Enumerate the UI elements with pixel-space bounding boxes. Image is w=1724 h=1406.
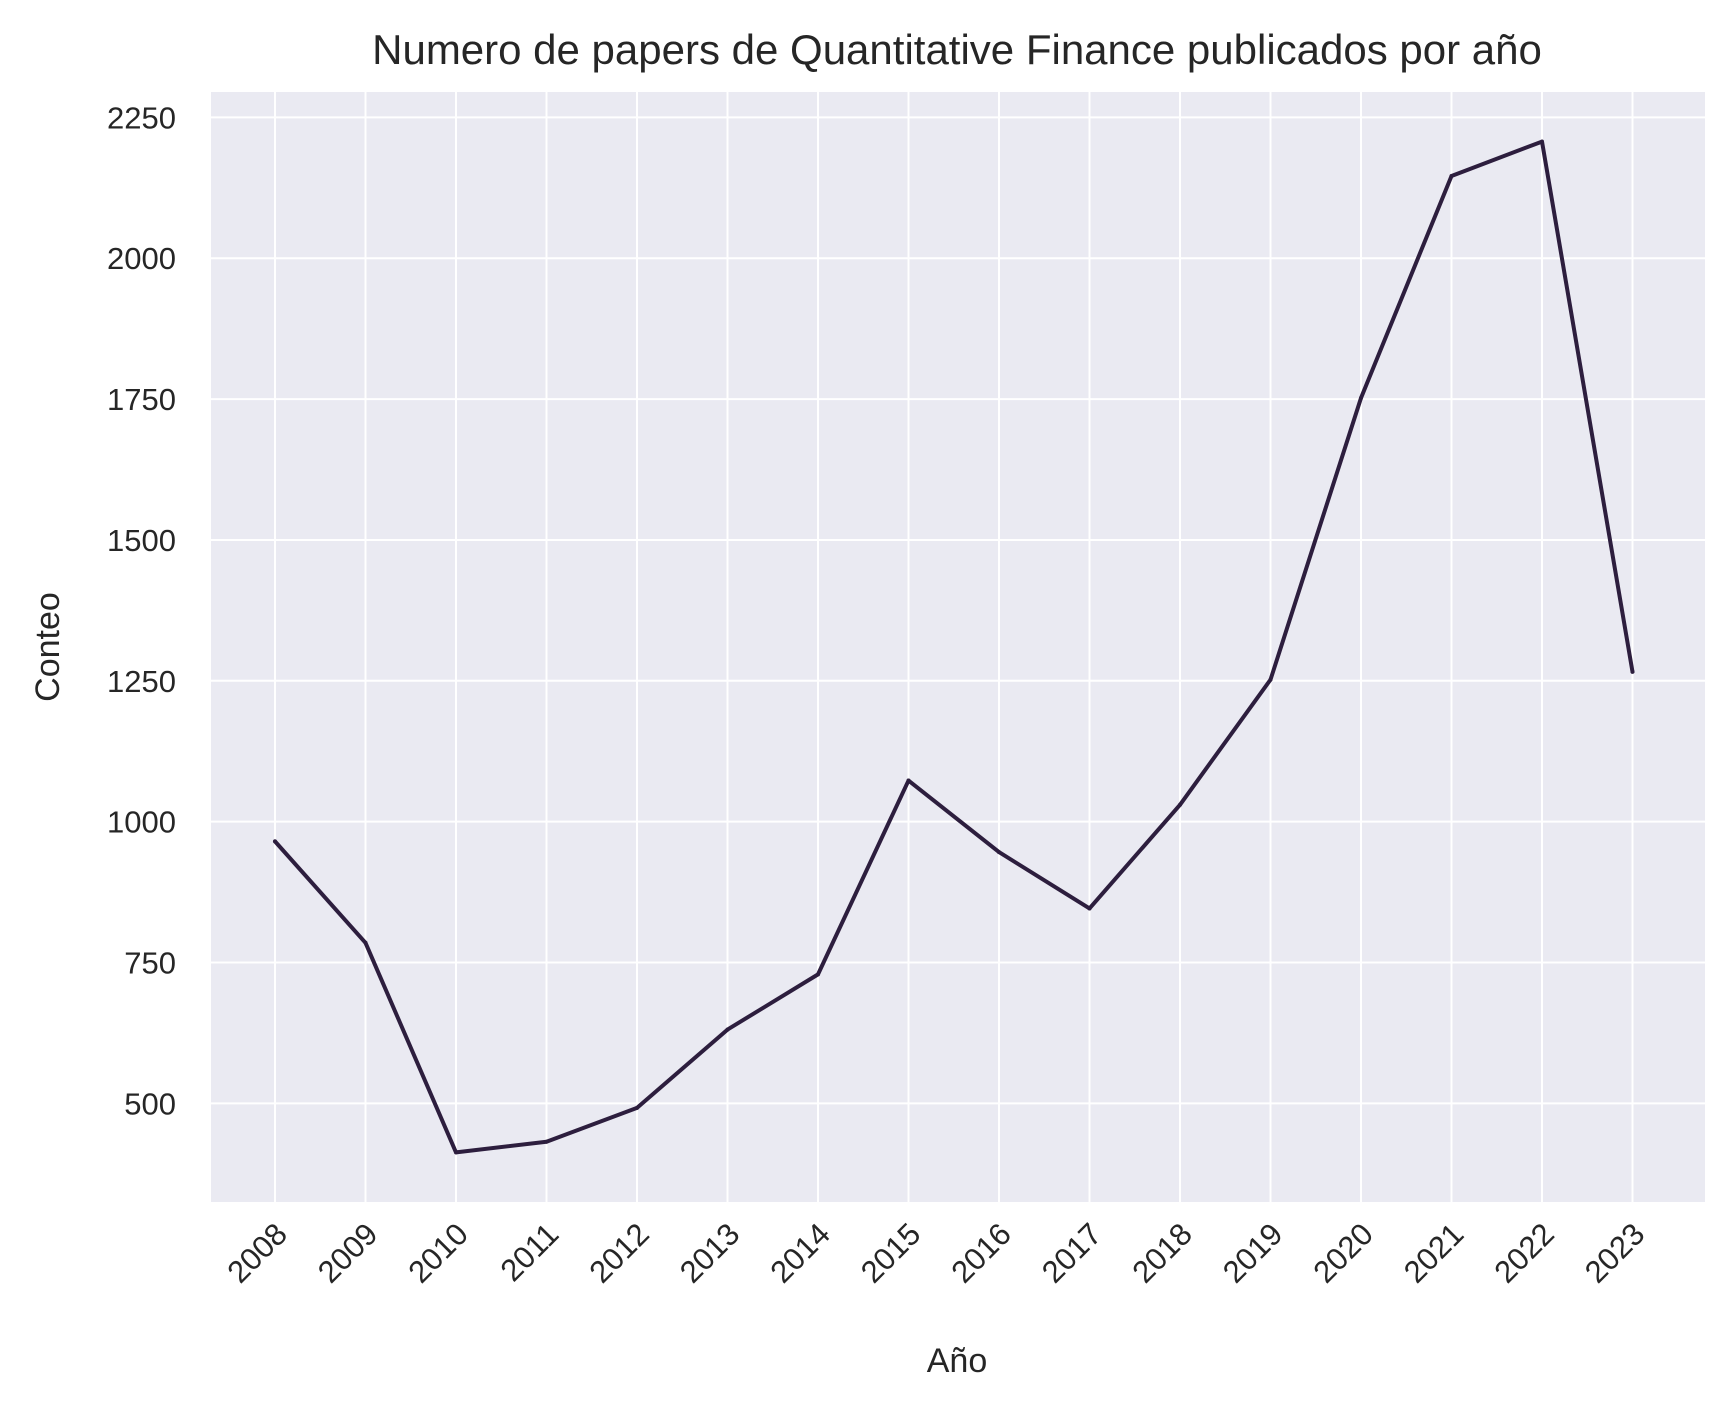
y-tick-label: 1250 [107, 664, 176, 699]
data-point [906, 778, 911, 783]
y-tick-label: 1000 [107, 805, 176, 840]
data-point [1178, 802, 1182, 807]
x-tick-label: 2010 [401, 1216, 475, 1290]
x-tick-label: 2017 [1035, 1216, 1109, 1290]
y-tick-label: 2000 [107, 241, 176, 276]
chart-title: Numero de papers de Quantitative Finance… [372, 26, 1542, 73]
data-point [1268, 677, 1273, 682]
y-tick-label: 2250 [107, 100, 176, 135]
data-point [816, 972, 820, 977]
y-tick-label: 750 [124, 946, 176, 981]
data-point [1540, 139, 1544, 144]
x-tick-label: 2021 [1397, 1216, 1471, 1290]
x-tick-label: 2019 [1216, 1216, 1290, 1290]
x-tick-label: 2009 [311, 1216, 385, 1290]
x-gridlines [274, 92, 1634, 1202]
x-tick-label: 2012 [582, 1216, 656, 1290]
data-point [997, 850, 1001, 855]
data-point [635, 1105, 639, 1110]
x-tick-label: 2015 [854, 1216, 928, 1290]
data-point [544, 1139, 549, 1144]
x-tick-label: 2013 [673, 1216, 747, 1290]
y-tick-label: 1750 [107, 382, 176, 417]
y-axis-label: Conteo [29, 592, 67, 702]
series-line [273, 139, 1635, 1155]
series-lines [273, 139, 1635, 1155]
x-tick-label: 2011 [494, 1216, 566, 1288]
x-tick-label: 2014 [763, 1216, 837, 1290]
data-point [1449, 173, 1454, 178]
x-tick-label: 2008 [220, 1216, 294, 1290]
data-point [1087, 906, 1092, 911]
x-tick-label: 2020 [1306, 1216, 1380, 1290]
data-point [725, 1027, 730, 1032]
x-axis-label: Año [927, 1342, 988, 1380]
data-point [273, 839, 277, 844]
x-tick-label: 2023 [1578, 1216, 1652, 1290]
x-tick-label: 2016 [944, 1216, 1018, 1290]
x-tick-label: 2018 [1125, 1216, 1199, 1290]
y-tick-labels: 500 750 1000 1250 1500 1750 2000 2250 [107, 100, 176, 1121]
x-tick-labels: 2008 2009 2010 2011 2012 2013 2014 2015 2016 2017… [220, 1216, 1651, 1290]
plot-area [211, 92, 1705, 1202]
y-tick-label: 500 [124, 1086, 176, 1121]
data-point [1630, 669, 1635, 674]
data-point [454, 1150, 458, 1155]
y-tick-label: 1500 [107, 523, 176, 558]
data-point [363, 940, 368, 945]
data-point [1359, 395, 1363, 400]
x-tick-label: 2022 [1487, 1216, 1561, 1290]
